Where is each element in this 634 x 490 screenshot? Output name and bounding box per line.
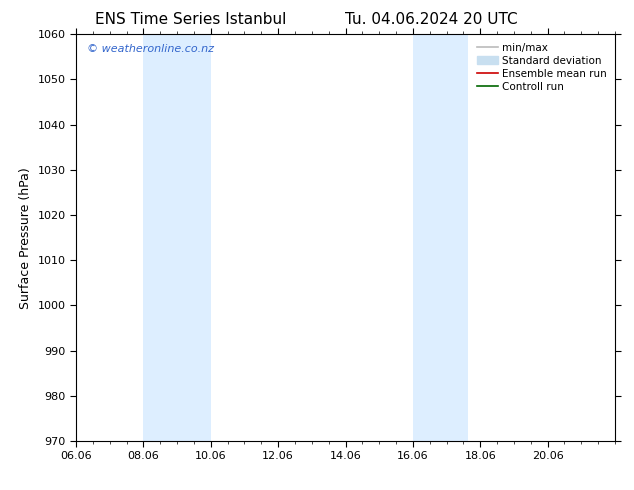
- Legend: min/max, Standard deviation, Ensemble mean run, Controll run: min/max, Standard deviation, Ensemble me…: [473, 39, 611, 96]
- Text: © weatheronline.co.nz: © weatheronline.co.nz: [87, 45, 214, 54]
- Text: Tu. 04.06.2024 20 UTC: Tu. 04.06.2024 20 UTC: [345, 12, 517, 27]
- Text: ENS Time Series Istanbul: ENS Time Series Istanbul: [94, 12, 286, 27]
- Y-axis label: Surface Pressure (hPa): Surface Pressure (hPa): [19, 167, 32, 309]
- Bar: [413, 34, 468, 441]
- Bar: [143, 34, 210, 441]
